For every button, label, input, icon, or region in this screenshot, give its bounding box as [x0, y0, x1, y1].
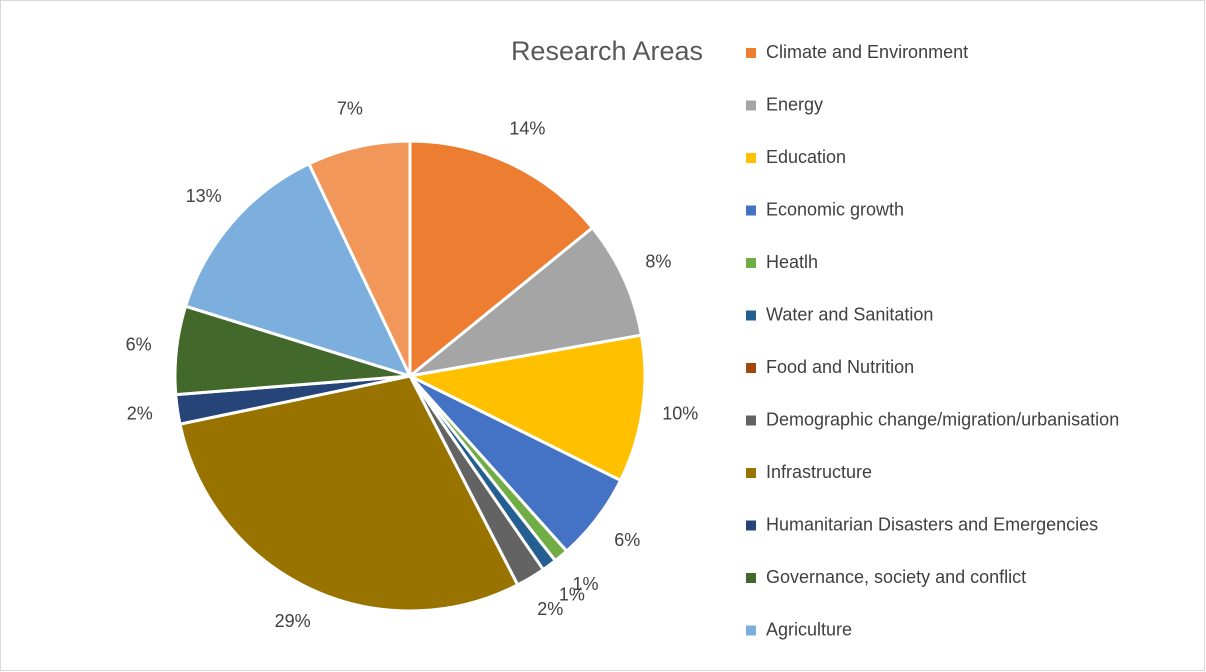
pie-slice — [183, 161, 413, 379]
legend-label: Governance, society and conflict — [766, 567, 1026, 587]
data-label: 1% — [559, 585, 585, 605]
legend-swatch — [746, 310, 756, 321]
legend-label: Humanitarian Disasters and Emergencies — [766, 514, 1098, 534]
legend-label: Agriculture — [766, 619, 852, 639]
legend-label: Food and Nutrition — [766, 357, 914, 377]
legend-swatch — [746, 205, 756, 216]
data-label: 7% — [337, 98, 363, 118]
pie-slice — [178, 374, 520, 613]
data-label: 8% — [645, 251, 671, 271]
legend-label: Climate and Environment — [766, 42, 968, 62]
legend-swatch — [746, 520, 756, 531]
chart-title: Research Areas — [511, 36, 703, 66]
data-label: 13% — [186, 186, 222, 206]
legend-label: Infrastructure — [766, 462, 872, 482]
legend-swatch — [746, 415, 756, 426]
legend-swatch — [746, 48, 756, 58]
legend-label: Education — [766, 147, 846, 167]
pie-slice — [408, 139, 595, 380]
data-label: 10% — [662, 404, 698, 424]
pie-slice — [405, 333, 647, 483]
data-label: 1% — [572, 574, 598, 594]
data-label: 6% — [126, 334, 152, 354]
data-label: 14% — [509, 118, 545, 138]
legend-swatch — [746, 573, 756, 583]
data-label: 29% — [275, 611, 311, 631]
legend-label: Heatlh — [766, 252, 818, 272]
legend-label: Economic growth — [766, 199, 904, 219]
legend-swatch — [746, 363, 756, 373]
legend-label: Water and Sanitation — [766, 304, 933, 324]
legend-swatch — [746, 625, 756, 636]
legend-label: Demographic change/migration/urbanisatio… — [766, 409, 1119, 429]
pie-slice — [404, 225, 644, 379]
data-label: 6% — [614, 530, 640, 550]
data-label: 2% — [127, 404, 153, 424]
pie-slice — [306, 139, 412, 377]
legend-swatch — [746, 153, 756, 163]
legend-swatch — [746, 468, 756, 478]
legend-swatch — [746, 100, 756, 111]
legend-label: Energy — [766, 94, 823, 114]
legend-swatch — [746, 258, 756, 268]
data-label: 2% — [537, 599, 563, 619]
